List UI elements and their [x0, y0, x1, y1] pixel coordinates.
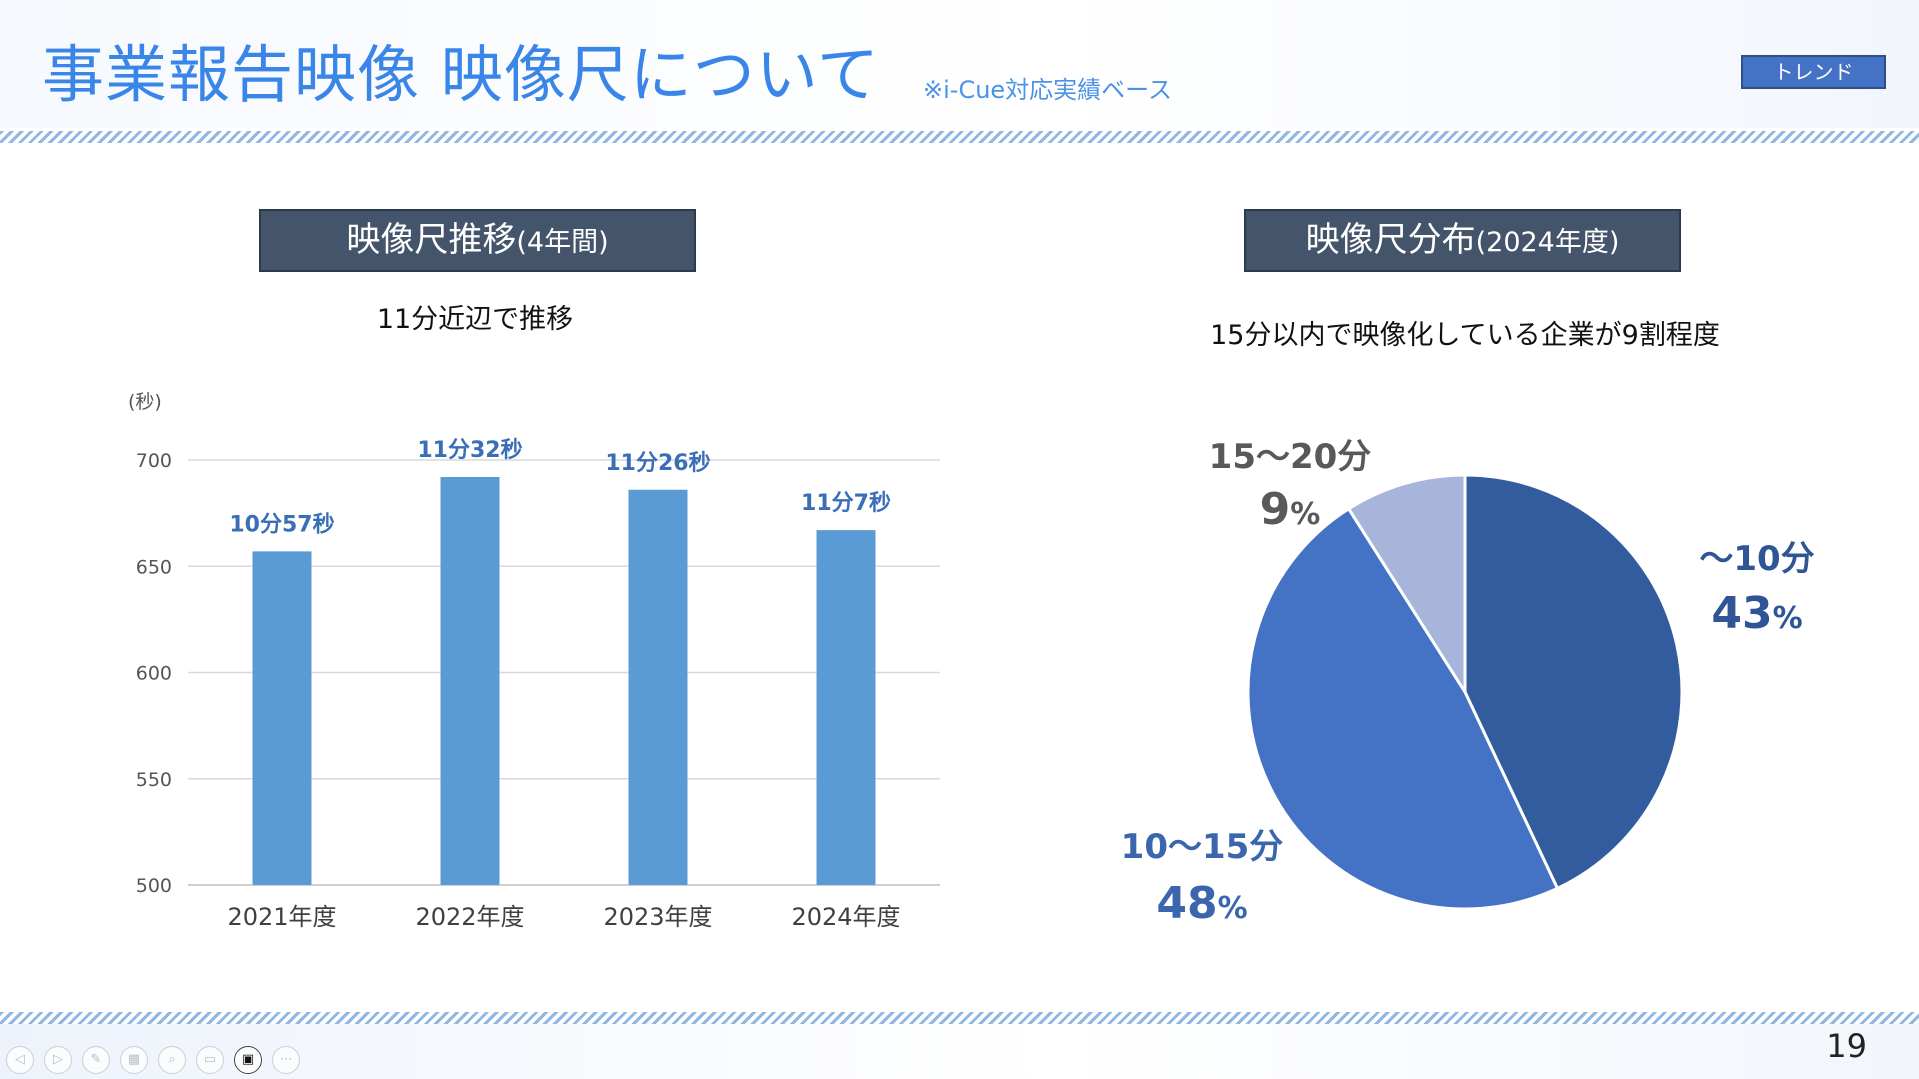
pie-chart-heading-main: 映像尺分布 [1305, 220, 1476, 260]
next-icon[interactable]: ▷ [44, 1046, 72, 1074]
x-tick-label: 2024年度 [791, 903, 900, 931]
header-band [0, 0, 1919, 128]
pen-icon[interactable]: ✎ [82, 1046, 110, 1074]
bar-data-label: 11分7秒 [801, 491, 891, 516]
bar [252, 551, 312, 885]
x-tick-label: 2021年度 [227, 903, 336, 931]
page-number: 19 [1826, 1027, 1867, 1065]
pie-chart: ～10分 43% 10～15分 48% 15～20分 9% [1121, 437, 1815, 929]
bar-data-label: 11分32秒 [417, 438, 522, 463]
x-tick-label: 2022年度 [415, 903, 524, 931]
bar-data-label: 11分26秒 [605, 451, 710, 476]
x-tick-label: 2023年度 [603, 903, 712, 931]
y-tick-label: 700 [136, 450, 172, 472]
trend-tag: トレンド [1741, 55, 1886, 89]
previous-icon[interactable]: ◁ [6, 1046, 34, 1074]
bar [628, 489, 688, 885]
zoom-icon[interactable]: ⌕ [158, 1046, 186, 1074]
y-axis-unit-label: (秒) [128, 391, 162, 413]
pie-slice [1463, 473, 1684, 891]
bar-data-label: 10分57秒 [229, 512, 334, 537]
bar-chart: (秒) 500 550 600 650 700 10分57秒 2021年度 11分32秒 2022… [128, 391, 940, 931]
y-tick-label: 650 [136, 556, 172, 578]
y-tick-label: 500 [136, 875, 172, 897]
bar [816, 530, 876, 885]
bottom-divider [0, 1012, 1919, 1024]
page-title: 事業報告映像 映像尺について [42, 38, 880, 111]
bar [440, 477, 500, 885]
pie-slice [1346, 473, 1467, 698]
top-divider [0, 131, 1919, 143]
bar-chart-heading: 映像尺推移(4年間) [259, 209, 696, 272]
pie-slice-percent: 43% [1711, 588, 1802, 639]
pie-chart-heading-sub: (2024年度) [1475, 227, 1620, 258]
y-tick-label: 600 [136, 663, 172, 685]
subtitles-icon[interactable]: ▭ [196, 1046, 224, 1074]
pie-slice-label: 15～20分 [1209, 437, 1372, 477]
pie-slice-percent: 9% [1260, 484, 1321, 535]
y-tick-label: 550 [136, 769, 172, 791]
pie-slice-label: ～10分 [1699, 539, 1814, 579]
pie-slice-label: 10～15分 [1121, 827, 1284, 867]
pie-slice [1246, 506, 1560, 911]
pie-slice-percent: 48% [1156, 878, 1247, 929]
slides-icon[interactable]: ▦ [120, 1046, 148, 1074]
title-note: ※i-Cue対応実績ベース [923, 76, 1172, 104]
pie-chart-caption: 15分以内で映像化している企業が9割程度 [1210, 320, 1720, 351]
camera-icon[interactable]: ▣ [234, 1046, 262, 1074]
bar-chart-heading-main: 映像尺推移 [346, 220, 517, 260]
bar-chart-caption: 11分近辺で推移 [376, 304, 574, 335]
bar-chart-heading-sub: (4年間) [516, 227, 609, 258]
pie-chart-heading: 映像尺分布(2024年度) [1244, 209, 1681, 272]
more-icon[interactable]: ⋯ [272, 1046, 300, 1074]
footer-band [0, 1024, 1919, 1079]
